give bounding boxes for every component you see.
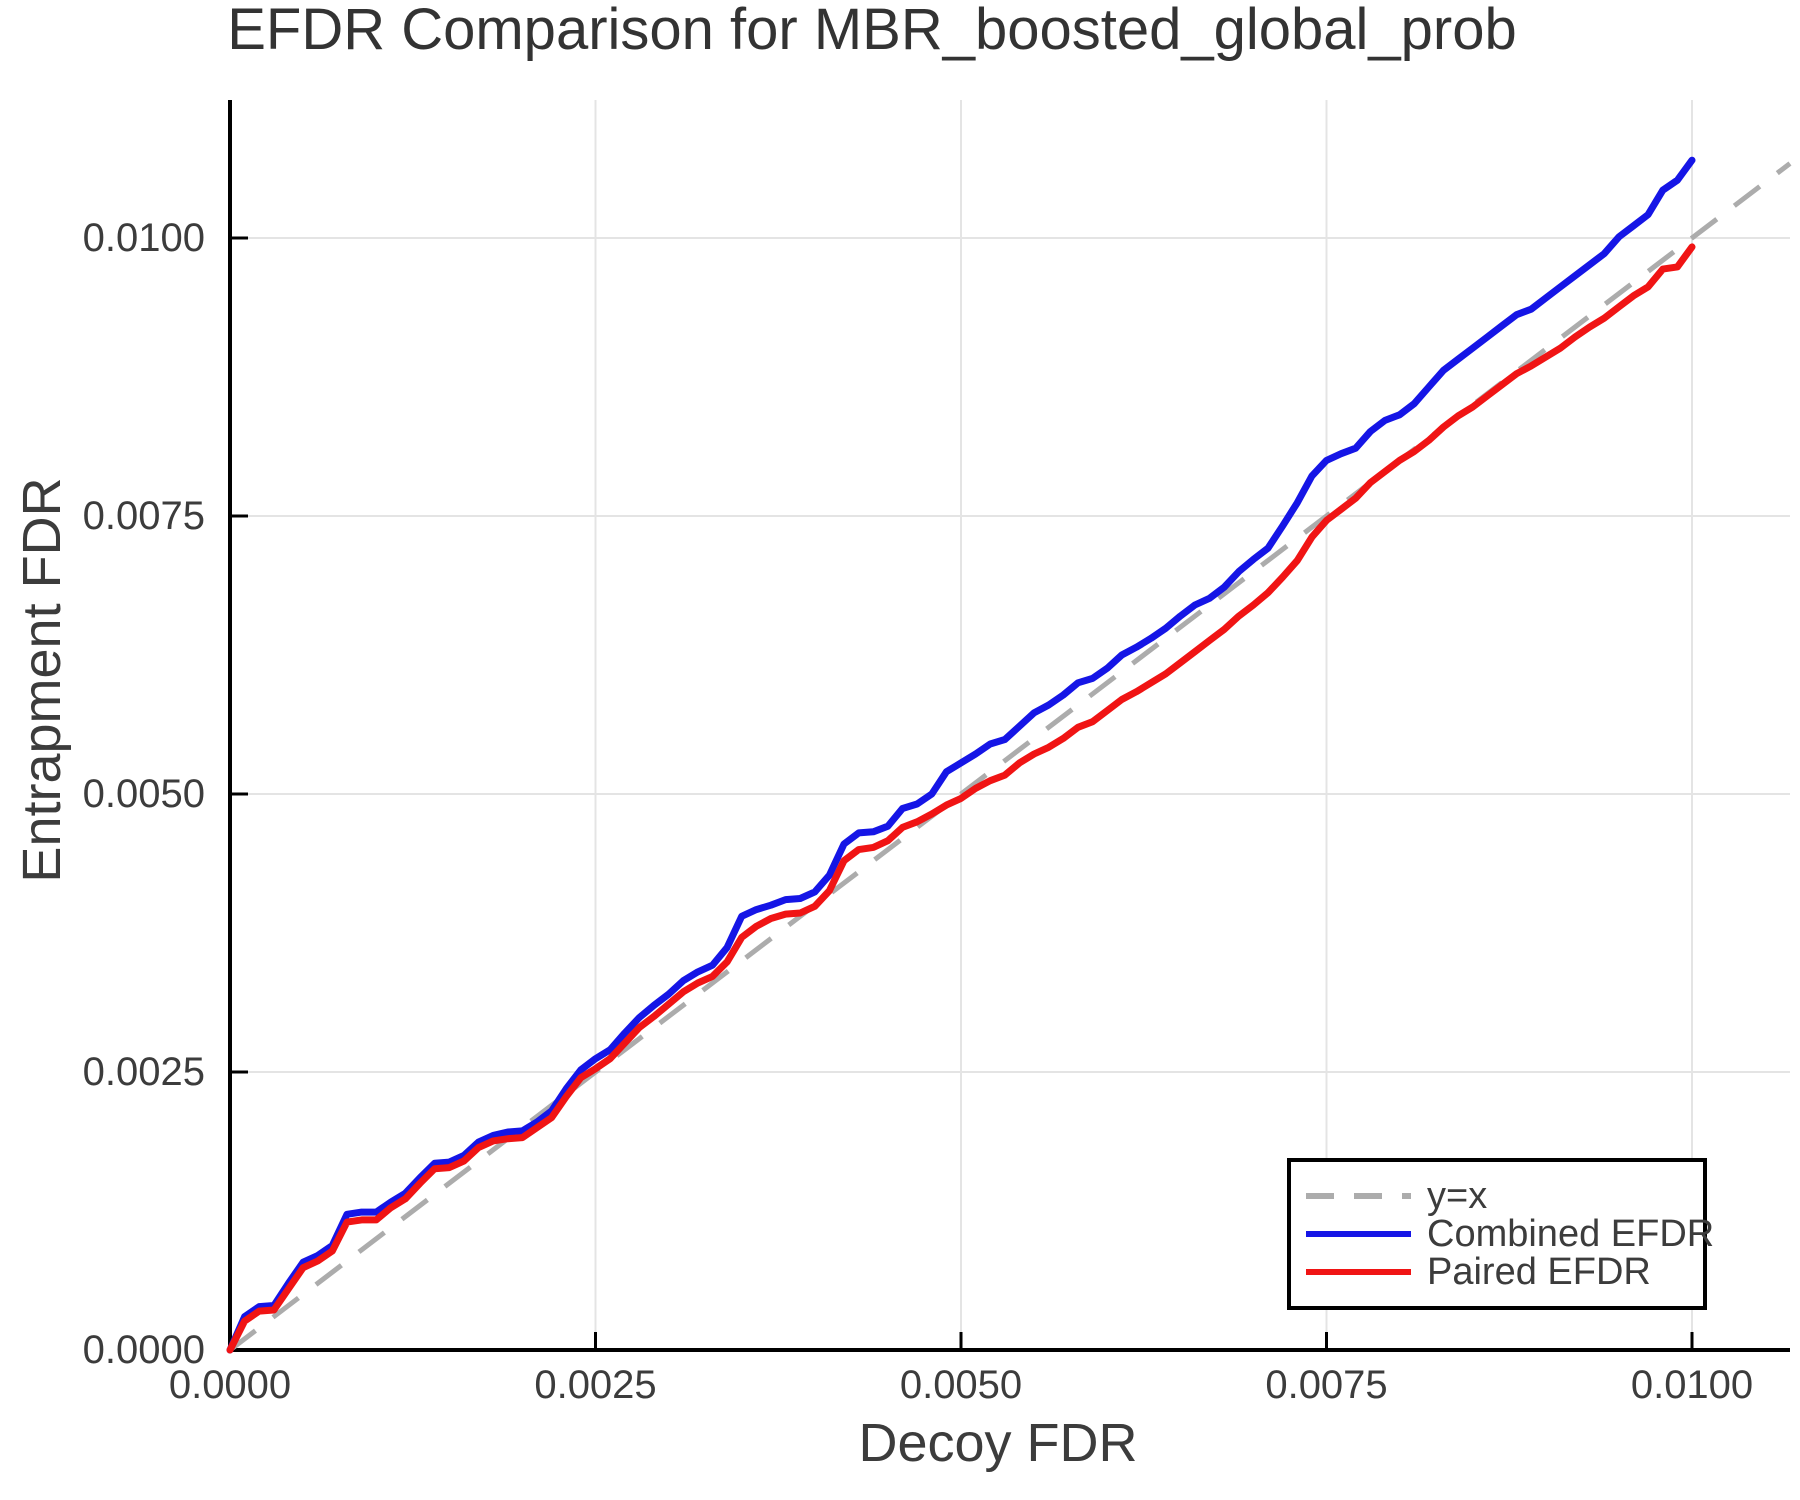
x-axis-label: Decoy FDR (858, 1413, 1138, 1473)
x-tick-label: 0.0100 (1630, 1363, 1754, 1407)
legend-label-paired-efdr: Paired EFDR (1427, 1250, 1651, 1293)
combined-efdr-line-icon (1306, 1231, 1411, 1237)
x-tick-label: 0.0000 (168, 1363, 292, 1407)
y-tick-label: 0.0050 (82, 772, 205, 816)
y-tick-label: 0.0000 (82, 1328, 205, 1372)
x-tick-label: 0.0025 (534, 1363, 657, 1407)
x-tick-label: 0.0075 (1265, 1363, 1388, 1407)
chart-title: EFDR Comparison for MBR_boosted_global_p… (227, 0, 1517, 62)
legend-label-yx: y=x (1427, 1174, 1488, 1217)
combined-efdr-curve (226, 156, 1696, 1354)
paired-efdr-line-icon (1306, 1269, 1411, 1275)
legend-label-combined-efdr: Combined EFDR (1427, 1212, 1715, 1255)
legend-row-combined-efdr: Combined EFDR (1306, 1213, 1714, 1255)
y-tick-label: 0.0025 (82, 1050, 205, 1094)
y-tick-label: 0.0100 (82, 216, 205, 260)
legend-box: y=x Combined EFDR Paired EFDR (1287, 1158, 1714, 1310)
legend-row-yx: y=x (1306, 1174, 1703, 1217)
legend-row-paired-efdr: Paired EFDR (1306, 1250, 1703, 1293)
yx-dashed-line-icon (1306, 1193, 1411, 1199)
y-equals-x-line (228, 161, 1792, 1352)
paired-efdr-curve (226, 243, 1696, 1354)
x-tick-label: 0.0050 (899, 1363, 1023, 1407)
y-tick-label: 0.0075 (82, 494, 205, 538)
